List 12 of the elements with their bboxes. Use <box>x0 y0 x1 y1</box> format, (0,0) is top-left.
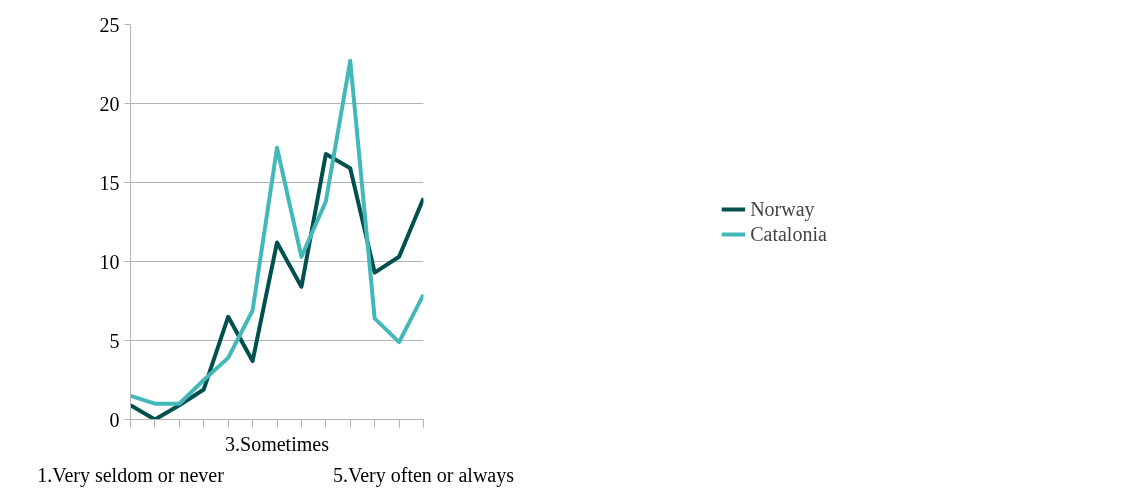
line-series <box>130 58 424 406</box>
x-tick-label: 5.Very often or always <box>332 463 515 487</box>
x-tick-label: 1.Very seldom or never <box>37 463 225 487</box>
legend-label: Norway <box>750 197 815 221</box>
y-tick-label: 15 <box>99 171 120 194</box>
legend-label: Catalonia <box>750 222 827 246</box>
y-tick-label: 0 <box>109 408 120 431</box>
y-tick-label: 5 <box>109 329 120 352</box>
x-tick-label: 3.Sometimes <box>225 432 330 455</box>
y-tick-label: 10 <box>99 250 120 273</box>
y-tick-label: 20 <box>99 92 120 115</box>
y-tick-label: 25 <box>99 13 120 36</box>
